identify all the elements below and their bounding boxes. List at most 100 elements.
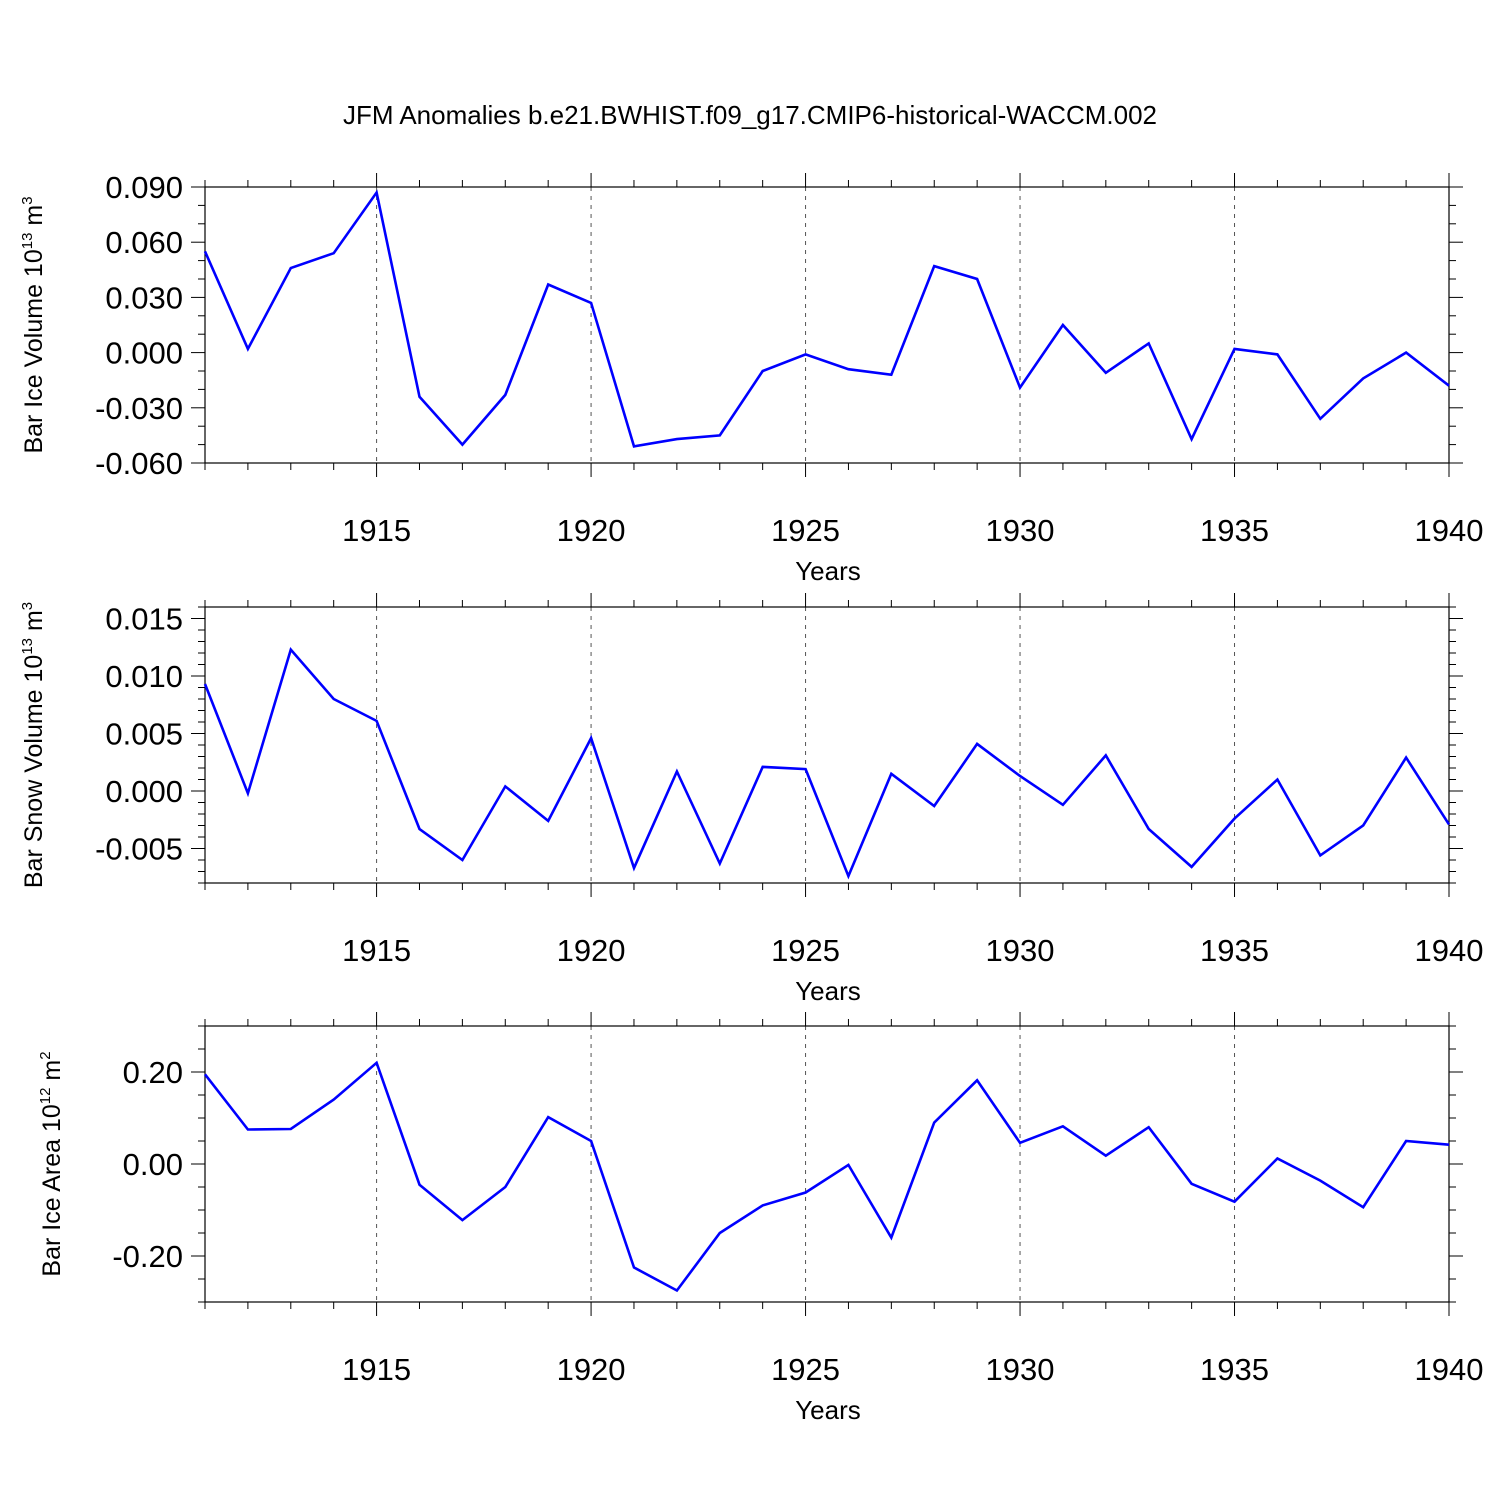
data-point	[1062, 1125, 1064, 1127]
series-line	[203, 1060, 1450, 1293]
data-point	[1190, 1183, 1192, 1185]
x-tick-label: 1915	[342, 1352, 411, 1387]
data-point	[547, 283, 549, 285]
panel-2: -0.005 0.000 0.005 0.010 0.015 1915 1920 1925 19…	[19, 593, 1483, 1006]
plot-frame	[204, 606, 1450, 884]
data-point	[933, 1121, 935, 1123]
data-point	[1276, 353, 1278, 355]
data-point	[890, 373, 892, 375]
data-point	[719, 862, 721, 864]
data-point	[890, 1236, 892, 1238]
data-point	[1233, 1201, 1235, 1203]
y-tick-label: 0.20	[123, 1055, 183, 1090]
data-point	[504, 394, 506, 396]
y-tick-label: -0.005	[95, 832, 183, 867]
panel-3: -0.20 0.00 0.20 1915 1920 1925 1930 1935 1940 Yea…	[37, 1012, 1483, 1425]
x-tick-label: 1935	[1200, 1352, 1269, 1387]
data-point	[1319, 854, 1321, 856]
data-point	[247, 348, 249, 350]
data-point	[590, 737, 592, 739]
data-point	[504, 1186, 506, 1188]
data-point	[676, 770, 678, 772]
data-point	[1319, 1179, 1321, 1181]
x-tick-label: 1915	[342, 933, 411, 968]
data-point	[461, 1219, 463, 1221]
data-point	[633, 1266, 635, 1268]
y-tick-label: 0.010	[105, 659, 183, 694]
data-point	[204, 683, 206, 685]
data-point	[1062, 804, 1064, 806]
panel-1: -0.060 -0.030 0.000 0.030 0.060 0.090 1915 1920…	[19, 170, 1483, 586]
y-axis-label: Bar Ice Area 1012 m2	[37, 1051, 66, 1276]
data-point	[204, 250, 206, 252]
data-point	[1362, 377, 1364, 379]
data-point	[204, 1073, 206, 1075]
plot-frame	[204, 186, 1450, 464]
series-line	[203, 646, 1451, 880]
y-tick-label: 0.015	[105, 602, 183, 637]
x-tick-label: 1925	[771, 933, 840, 968]
x-axis-label: Years	[795, 976, 861, 1006]
y-axis-label: Bar Ice Volume 1013 m3	[19, 196, 48, 453]
series-line	[203, 189, 1450, 448]
data-point	[1233, 348, 1235, 350]
data-point	[290, 648, 292, 650]
data-point	[1019, 386, 1021, 388]
data-point	[976, 278, 978, 280]
data-point	[1233, 817, 1235, 819]
data-point	[547, 1116, 549, 1118]
data-point	[418, 1184, 420, 1186]
x-tick-label: 1935	[1200, 933, 1269, 968]
data-point	[976, 1079, 978, 1081]
data-point	[1448, 823, 1450, 825]
data-point	[847, 368, 849, 370]
data-point	[933, 805, 935, 807]
data-point	[1405, 351, 1407, 353]
data-point	[1148, 828, 1150, 830]
x-tick-label: 1920	[557, 933, 626, 968]
data-point	[1105, 372, 1107, 374]
y-tick-label: -0.060	[95, 446, 183, 481]
data-point	[1362, 824, 1364, 826]
data-point	[1062, 324, 1064, 326]
x-axis-label: Years	[795, 1395, 861, 1425]
chart-title: JFM Anomalies b.e21.BWHIST.f09_g17.CMIP6…	[343, 100, 1157, 130]
x-tick-label: 1930	[986, 933, 1055, 968]
data-point	[1105, 1155, 1107, 1157]
data-point	[1362, 1206, 1364, 1208]
data-point	[719, 434, 721, 436]
x-tick-label: 1920	[557, 513, 626, 548]
data-point	[890, 773, 892, 775]
data-point	[976, 743, 978, 745]
y-tick-label: -0.20	[112, 1239, 183, 1274]
data-point	[1019, 1142, 1021, 1144]
data-point	[290, 1128, 292, 1130]
data-point	[804, 353, 806, 355]
data-point	[633, 867, 635, 869]
data-point	[418, 396, 420, 398]
data-point	[761, 1204, 763, 1206]
x-tick-label: 1940	[1415, 513, 1484, 548]
data-point	[676, 1289, 678, 1291]
data-point	[247, 1128, 249, 1130]
data-point	[418, 828, 420, 830]
data-point	[933, 265, 935, 267]
data-point	[804, 768, 806, 770]
data-point	[1405, 1140, 1407, 1142]
x-tick-label: 1915	[342, 513, 411, 548]
data-point	[247, 792, 249, 794]
x-axis-label: Years	[795, 556, 861, 586]
y-tick-label: -0.030	[95, 391, 183, 426]
y-tick-label: 0.060	[105, 225, 183, 260]
data-point	[590, 1140, 592, 1142]
data-point	[332, 698, 334, 700]
data-point	[1190, 866, 1192, 868]
y-tick-label: 0.005	[105, 717, 183, 752]
data-point	[1319, 418, 1321, 420]
data-point	[375, 191, 377, 193]
x-tick-label: 1930	[986, 513, 1055, 548]
data-point	[761, 766, 763, 768]
y-tick-label: 0.030	[105, 280, 183, 315]
data-point	[633, 445, 635, 447]
